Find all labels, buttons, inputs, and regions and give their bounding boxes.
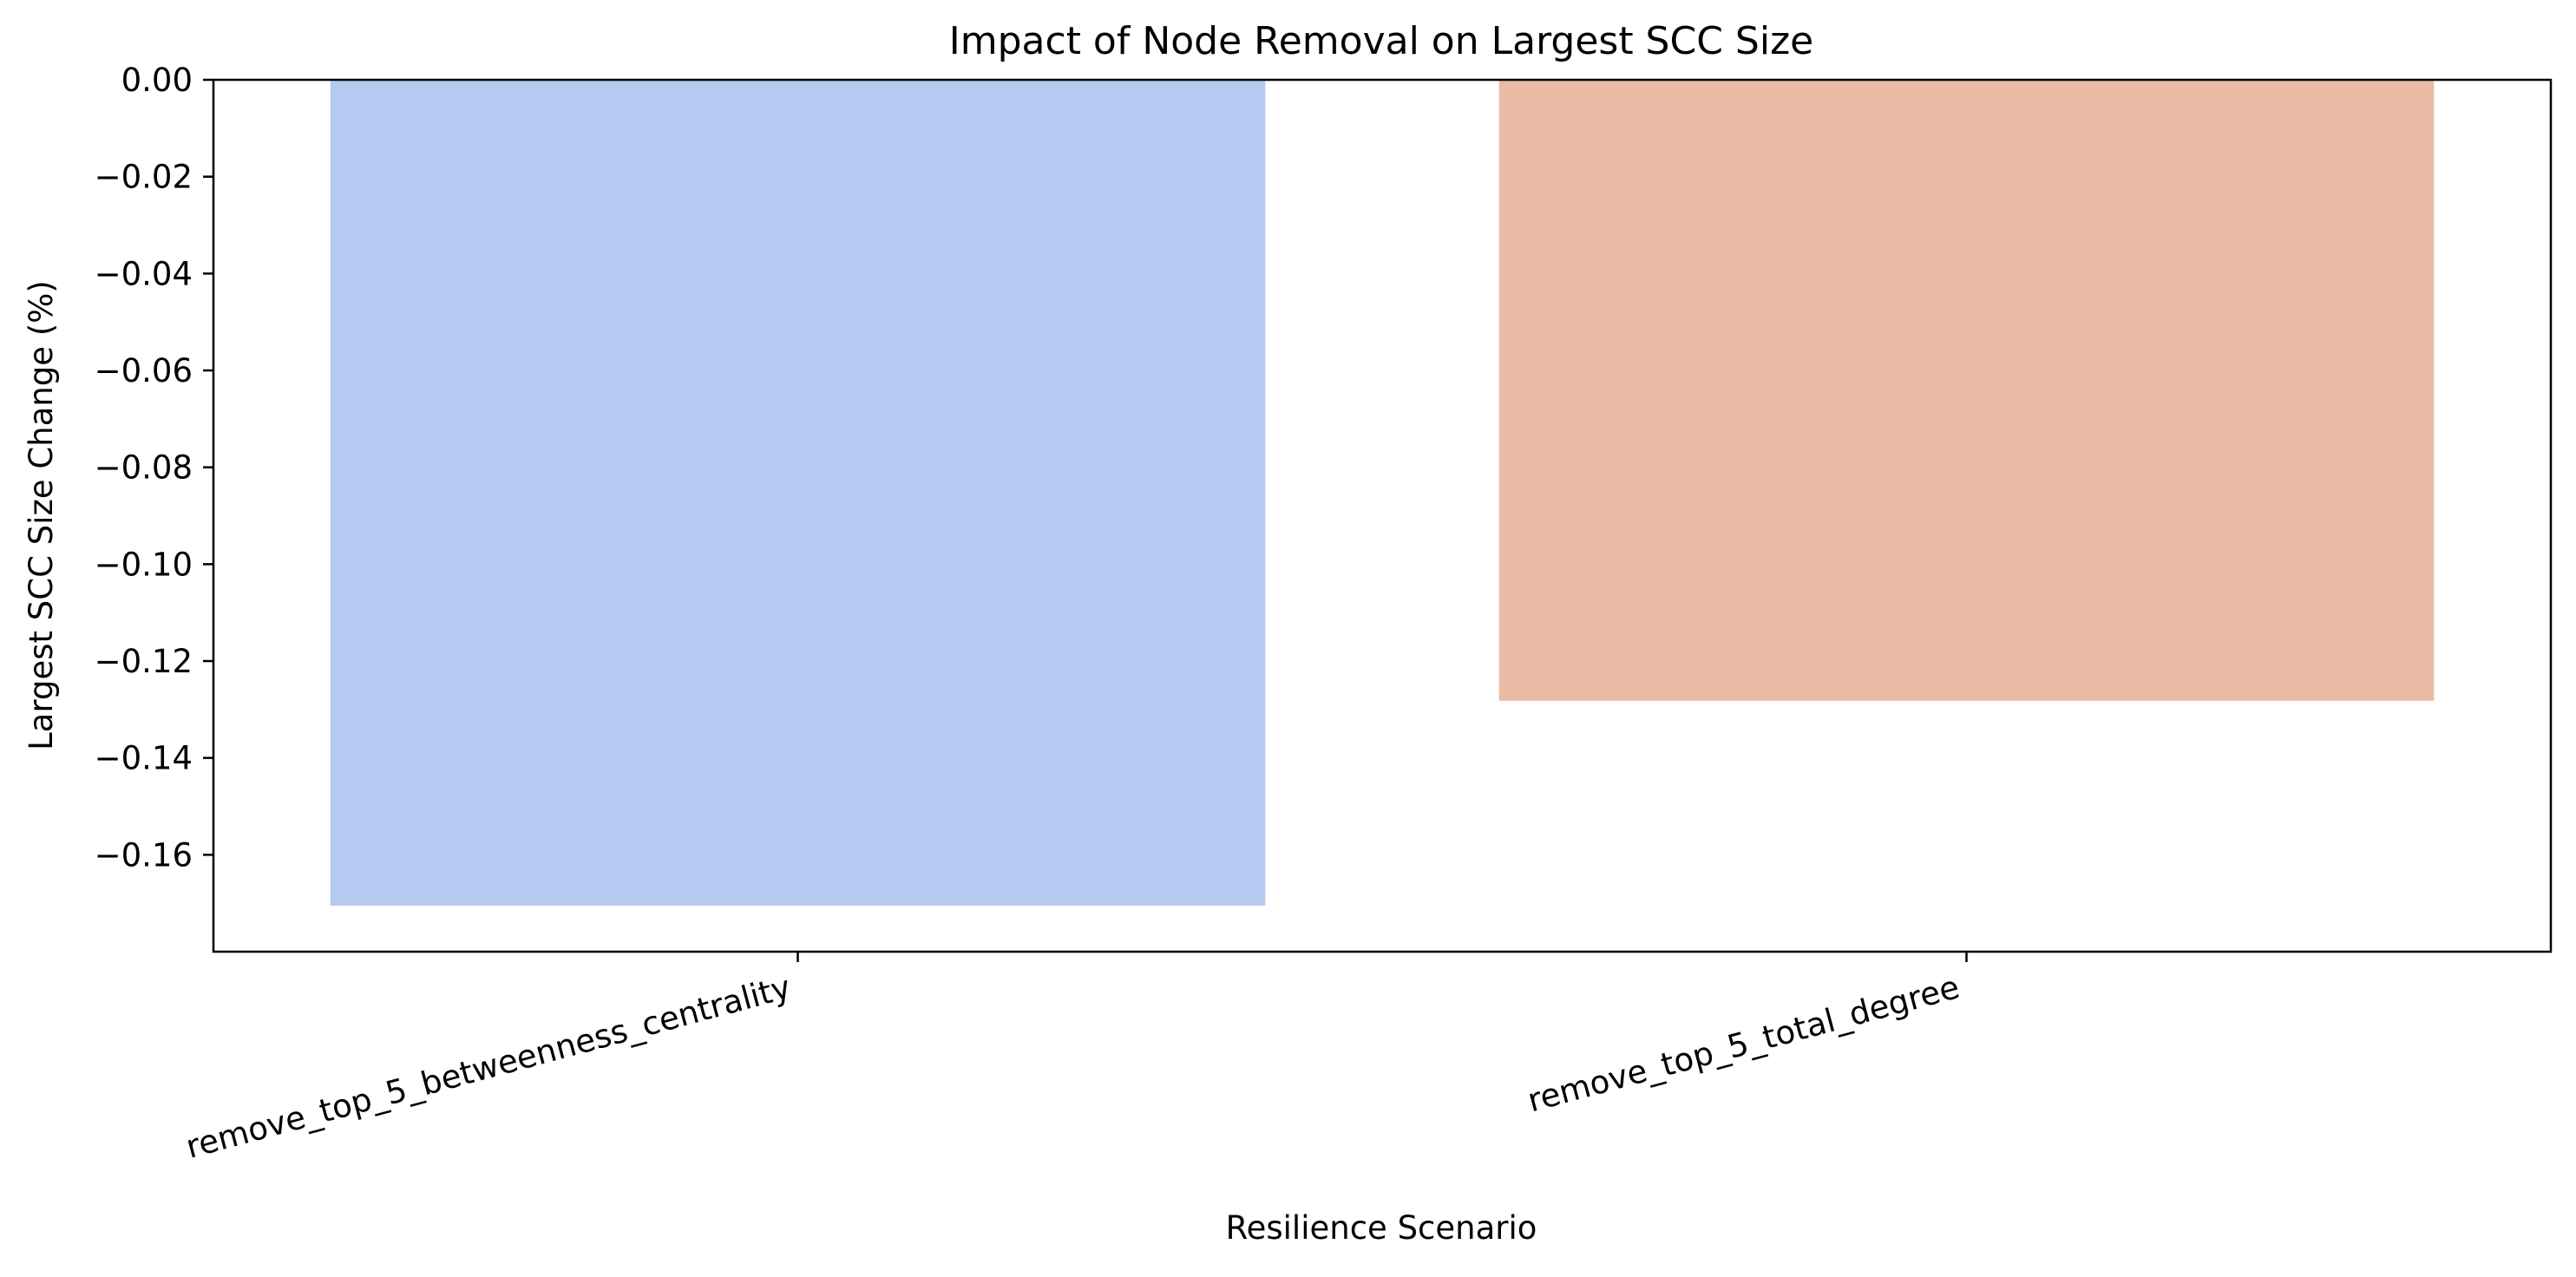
y-tick-label: −0.08: [95, 449, 193, 487]
y-tick-label: −0.12: [95, 643, 193, 680]
y-tick-label: −0.10: [95, 546, 193, 583]
plot-frame: [212, 78, 2553, 953]
y-tick-label: −0.04: [95, 255, 193, 292]
y-tick-label: −0.02: [95, 159, 193, 196]
y-tick-label: 0.00: [121, 62, 193, 99]
y-axis-label: Largest SCC Size Change (%): [23, 280, 60, 750]
y-tick-label: −0.06: [95, 352, 193, 390]
y-tick-label: −0.16: [95, 836, 193, 874]
y-axis-ticks: 0.00 −0.02 −0.04 −0.06 −0.08 −0.10 −0.12 −0.14 −…: [95, 62, 213, 874]
x-axis-label: Resilience Scenario: [1226, 1209, 1537, 1247]
axes-layer: [212, 78, 2553, 953]
bar-remove_top_5_total_degree: [1498, 80, 2435, 701]
bar-remove_top_5_betweenness_centrality: [330, 80, 1266, 906]
y-tick-label: −0.14: [95, 740, 193, 777]
chart-title: Impact of Node Removal on Largest SCC Si…: [949, 19, 1813, 63]
bars-layer: [330, 80, 2435, 906]
